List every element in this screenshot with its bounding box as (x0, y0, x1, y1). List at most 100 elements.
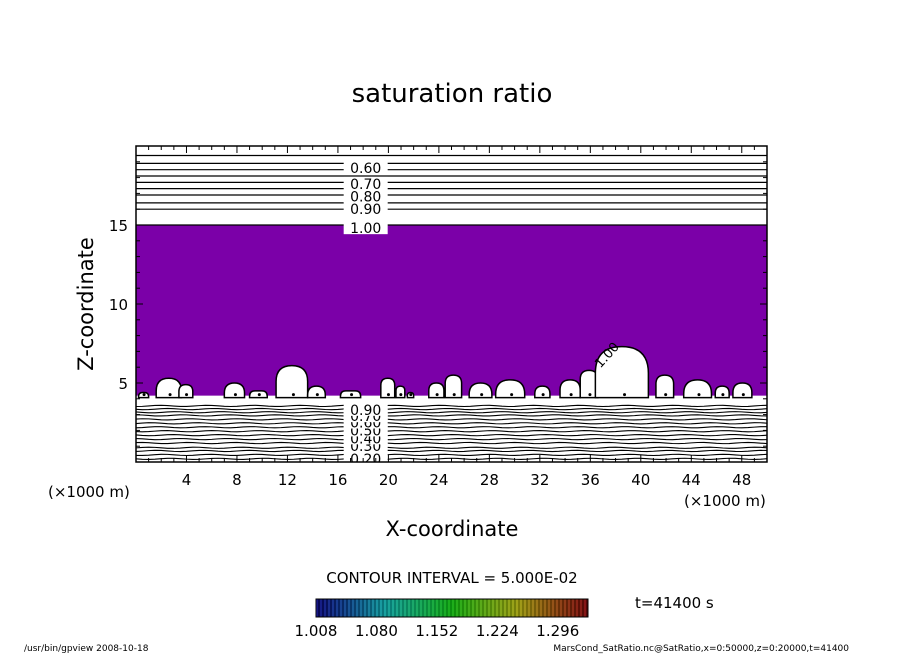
colorbar-swatch (520, 599, 525, 617)
cloud-base-speck (350, 393, 354, 397)
contour-label-bg (343, 189, 388, 203)
cloud-cell (494, 379, 526, 399)
colorbar-label: 1.008 (295, 622, 338, 640)
cloud-base-speck (697, 393, 701, 397)
time-label: t=41400 s (635, 594, 714, 612)
upper-contour-labels: 0.600.700.800.90 1.00 (343, 161, 388, 237)
cloud-cell (306, 385, 327, 399)
colorbar-label: 1.080 (355, 622, 398, 640)
cloud-cell (395, 385, 406, 399)
colorbar-swatch (568, 599, 573, 617)
cloud-cells (137, 345, 753, 399)
colorbar-swatch (508, 599, 513, 617)
colorbar-swatch (424, 599, 429, 617)
x-tick-label: 12 (278, 471, 297, 489)
colorbar-swatch (372, 599, 377, 617)
x-tick-label: 40 (631, 471, 650, 489)
contour-plot-area: 0.600.700.800.901.00 0.200.300.400.500.6… (136, 154, 767, 462)
colorbar-swatch (528, 599, 533, 617)
cloud-base-speck (168, 393, 172, 397)
colorbar-label: 1.224 (476, 622, 519, 640)
colorbar-swatch (444, 599, 449, 617)
colorbar-swatch (564, 599, 569, 617)
contour-label: 0.90 (350, 403, 381, 419)
colorbar-swatch (396, 599, 401, 617)
cloud-base-speck (664, 393, 668, 397)
contour-interval-label: CONTOUR INTERVAL = 5.000E-02 (326, 569, 577, 587)
colorbar (316, 599, 589, 617)
colorbar-swatch (584, 599, 589, 617)
cloud-base-speck (569, 393, 573, 397)
colorbar-swatch (436, 599, 441, 617)
colorbar-swatch (540, 599, 545, 617)
colorbar-swatch (472, 599, 477, 617)
colorbar-swatch (336, 599, 341, 617)
cloud-base-speck (257, 393, 261, 397)
x-tick-label: 8 (232, 471, 242, 489)
colorbar-swatch (448, 599, 453, 617)
cloud-base-speck (399, 393, 403, 397)
cloud-cell (178, 383, 194, 399)
x-tick-label: 16 (328, 471, 347, 489)
y-tick-label: 10 (109, 296, 128, 314)
cloud-base-speck (315, 393, 319, 397)
cloud-base-speck (386, 393, 390, 397)
colorbar-swatch (368, 599, 373, 617)
colorbar-swatch (328, 599, 333, 617)
colorbar-swatch (504, 599, 509, 617)
colorbar-swatch (456, 599, 461, 617)
lower-contour-line (136, 414, 767, 417)
y-tick-label: 5 (118, 375, 128, 393)
lower-contour-line (136, 407, 767, 411)
cloud-base-speck (741, 393, 745, 397)
y-axis-ticks: 5 10 15 (109, 145, 767, 463)
cloud-base-speck (185, 393, 189, 397)
x-tick-label: 20 (379, 471, 398, 489)
colorbar-swatch (344, 599, 349, 617)
x-axis-ticks: 4 8 12 16 20 24 28 32 36 40 44 48 (135, 146, 768, 489)
colorbar-swatch (452, 599, 457, 617)
lower-contour-line (136, 422, 767, 425)
x-tick-label: 24 (429, 471, 448, 489)
cloud-cell (428, 382, 445, 399)
y-axis-label: Z-coordinate (74, 237, 98, 371)
chart-title: saturation ratio (352, 79, 553, 109)
upper-contour-lines (136, 154, 767, 226)
colorbar-swatch (432, 599, 437, 617)
contour-label-bg (343, 176, 388, 190)
cloud-cell (223, 382, 246, 399)
cloud-cell (682, 379, 713, 399)
colorbar-swatch (476, 599, 481, 617)
contour-label: 1.00 (350, 221, 381, 237)
colorbar-swatch (552, 599, 557, 617)
cloud-cell (732, 382, 753, 399)
colorbar-swatch (500, 599, 505, 617)
lower-contour-line (136, 433, 767, 437)
contour-label: 0.80 (350, 190, 381, 206)
cloud-base-speck (452, 393, 456, 397)
cloud-cell (444, 374, 463, 399)
contour-label-bg (343, 161, 388, 175)
colorbar-swatch (512, 599, 517, 617)
cloud-base-speck (409, 393, 413, 397)
colorbar-label: 1.152 (415, 622, 458, 640)
contour-label-bg (343, 451, 388, 462)
colorbar-swatch (460, 599, 465, 617)
colorbar-swatch (428, 599, 433, 617)
colorbar-swatch (516, 599, 521, 617)
contour-label-bg (343, 202, 388, 216)
contour-label: 0.60 (350, 161, 381, 177)
contour-label: 0.90 (350, 202, 381, 218)
cloud-base-speck (142, 393, 146, 397)
lower-contour-line (136, 446, 767, 449)
colorbar-swatch (380, 599, 385, 617)
footer-left: /usr/bin/gpview 2008-10-18 (24, 644, 149, 654)
purple-fill-band (136, 225, 767, 396)
cloud-base-speck (291, 393, 295, 397)
colorbar-swatch (316, 599, 321, 617)
colorbar-swatch (364, 599, 369, 617)
colorbar-swatch (360, 599, 365, 617)
x-unit-right: (×1000 m) (684, 492, 766, 510)
cloud-cell (714, 385, 730, 399)
x-tick-label: 28 (480, 471, 499, 489)
